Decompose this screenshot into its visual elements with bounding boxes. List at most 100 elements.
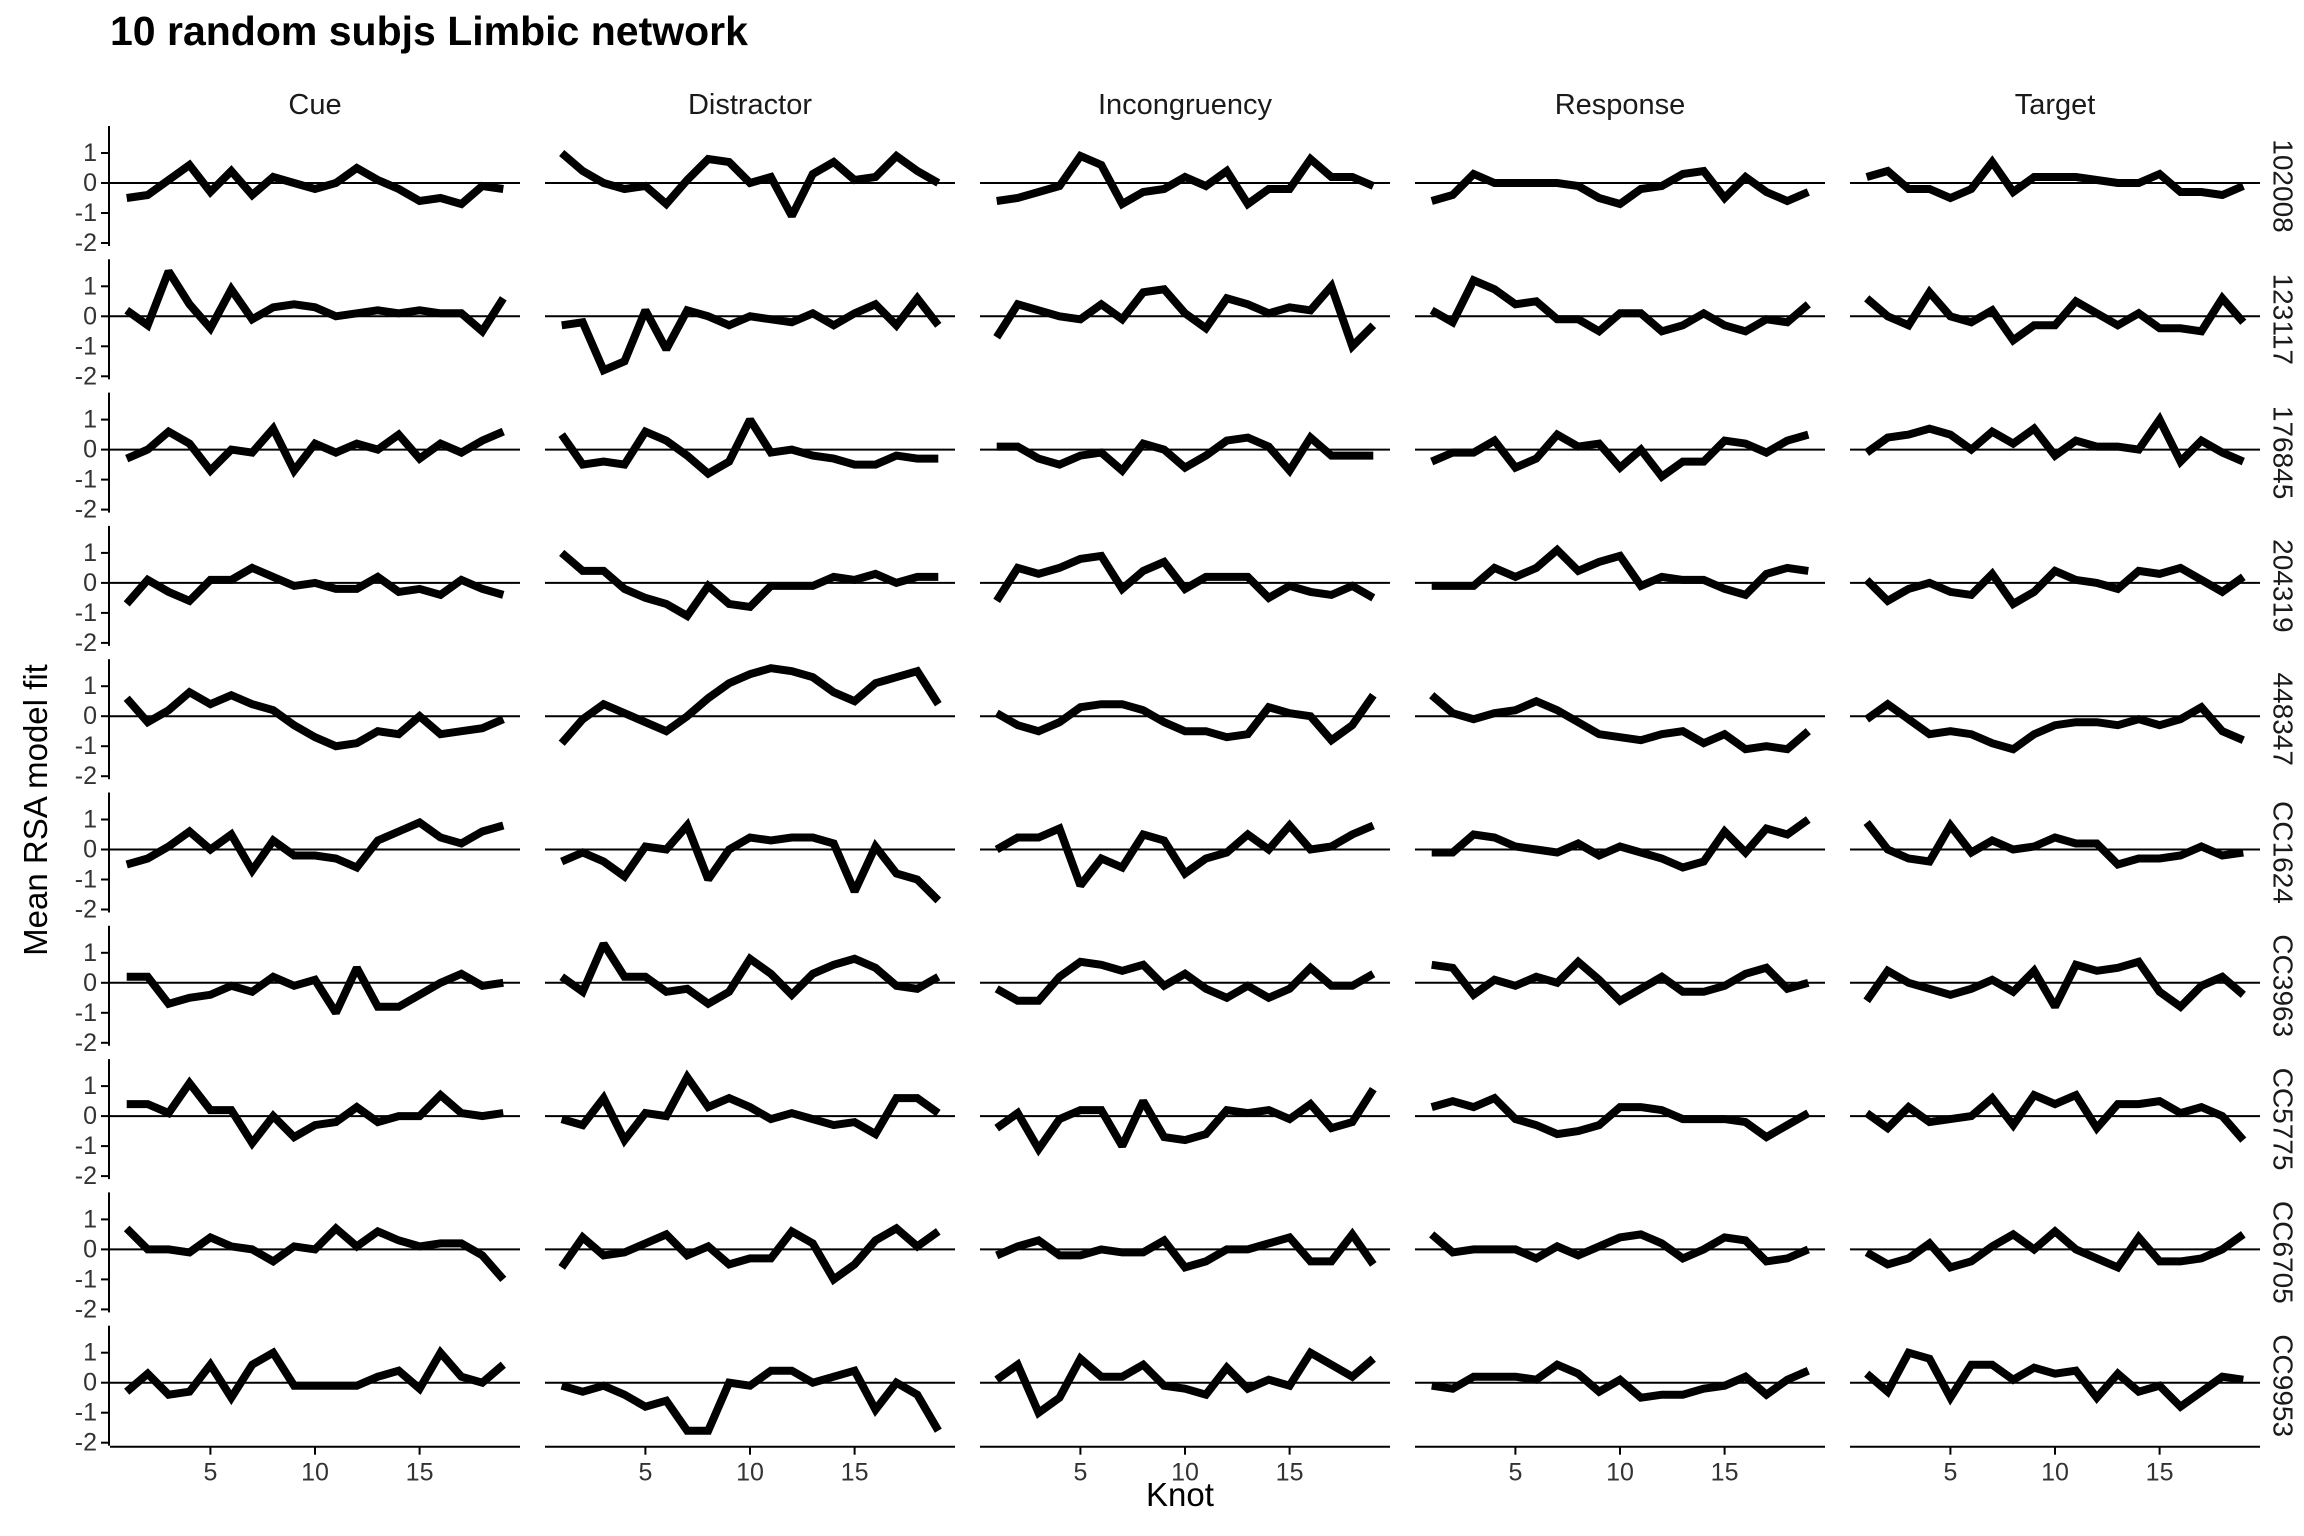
facet-row-label: CC9953 [2268, 1334, 2299, 1437]
y-tick-label: -1 [75, 199, 97, 227]
series-line [1430, 166, 1810, 209]
y-tick-label: 1 [83, 272, 97, 300]
y-tick-label: 1 [83, 406, 97, 434]
series-line [1865, 155, 2245, 203]
series-line [126, 965, 504, 1015]
series-line [125, 421, 505, 479]
x-tick-label: 5 [1073, 1459, 1087, 1487]
y-tick-label: -1 [75, 332, 97, 360]
chart-title: 10 random subjs Limbic network [110, 8, 748, 54]
y-tick-label: 0 [83, 1369, 97, 1397]
y-tick-label: -1 [75, 466, 97, 494]
y-tick-label: -1 [75, 1399, 97, 1427]
series-line [1864, 699, 2245, 754]
y-tick-label: 0 [83, 436, 97, 464]
y-tick-label: 1 [83, 1072, 97, 1100]
series-line [558, 1223, 941, 1286]
facet-column-label: Response [1555, 89, 1686, 121]
y-tick-label: -1 [75, 1265, 97, 1293]
y-tick-label: -2 [75, 1029, 97, 1057]
y-tick-label: -2 [75, 762, 97, 790]
series-line [558, 664, 942, 746]
series-line [994, 819, 1375, 888]
x-tick-label: 10 [301, 1459, 329, 1487]
series-line [995, 1227, 1377, 1272]
y-tick-label: -2 [75, 229, 97, 257]
y-tick-label: 1 [83, 672, 97, 700]
series-line [126, 1076, 504, 1151]
series-line [1864, 1347, 2244, 1412]
series-line [994, 1347, 1376, 1419]
series-line [559, 149, 941, 218]
facet-column-label: Incongruency [1098, 89, 1273, 121]
series-line [560, 1069, 941, 1148]
y-tick-label: 1 [83, 939, 97, 967]
y-tick-label: 0 [83, 569, 97, 597]
facet-row-label: CC3963 [2268, 934, 2299, 1037]
series-line [561, 291, 942, 376]
series-line [559, 549, 939, 622]
facet-column-label: Cue [288, 89, 341, 121]
series-line [994, 957, 1376, 1005]
series-line [1864, 411, 2245, 469]
y-tick-label: 1 [83, 539, 97, 567]
series-line [1429, 692, 1811, 754]
y-tick-label: 0 [83, 302, 97, 330]
y-axis-title: Mean RSA model fit [17, 664, 54, 956]
x-tick-label: 5 [638, 1459, 652, 1487]
series-line [1863, 818, 2244, 869]
facet-column-label: Target [2015, 89, 2096, 121]
y-tick-label: 0 [83, 1102, 97, 1130]
x-tick-label: 10 [736, 1459, 764, 1487]
series-line [124, 1345, 506, 1406]
series-line [124, 269, 507, 338]
x-tick-label: 15 [841, 1459, 869, 1487]
series-line [1864, 1090, 2247, 1143]
series-line [1430, 1093, 1811, 1142]
x-tick-label: 5 [1508, 1459, 1522, 1487]
facet-row-label: 123117 [2268, 274, 2299, 365]
x-tick-label: 15 [1276, 1459, 1304, 1487]
y-tick-label: -2 [75, 1295, 97, 1323]
y-tick-label: -1 [75, 1132, 97, 1160]
series-line [993, 551, 1376, 604]
series-line [994, 692, 1377, 746]
x-tick-label: 10 [1606, 1459, 1634, 1487]
y-tick-label: -1 [75, 999, 97, 1027]
y-tick-label: -1 [75, 732, 97, 760]
x-tick-label: 10 [1171, 1459, 1199, 1487]
y-tick-label: 0 [83, 836, 97, 864]
y-tick-label: 1 [83, 806, 97, 834]
facet-row-label: 176845 [2268, 406, 2299, 499]
series-line [993, 278, 1377, 354]
y-tick-label: 0 [83, 702, 97, 730]
facet-row-label: CC6705 [2268, 1201, 2299, 1304]
y-tick-label: -2 [75, 362, 97, 390]
facet-row-label: 204319 [2268, 539, 2299, 632]
series-line [558, 417, 939, 479]
x-axis-title: Knot [1146, 1476, 1214, 1513]
series-line [996, 151, 1375, 210]
facet-row-label: 102008 [2268, 139, 2299, 232]
series-line [1429, 1230, 1810, 1266]
x-tick-label: 5 [203, 1459, 217, 1487]
y-tick-label: -2 [75, 1429, 97, 1457]
x-tick-label: 5 [1943, 1459, 1957, 1487]
series-line [123, 1222, 507, 1283]
series-line [1429, 275, 1811, 337]
y-tick-label: 1 [83, 1205, 97, 1233]
y-tick-label: -2 [75, 629, 97, 657]
series-line [1431, 544, 1809, 600]
x-tick-label: 15 [2146, 1459, 2174, 1487]
series-line [1431, 956, 1810, 1006]
series-line [1864, 1226, 2246, 1273]
x-tick-label: 10 [2041, 1459, 2069, 1487]
series-line [125, 817, 505, 878]
series-line [1430, 429, 1810, 483]
series-line [126, 159, 504, 209]
series-line [1863, 957, 2246, 1013]
facet-row-label: CC5775 [2268, 1068, 2299, 1171]
series-line [1864, 285, 2247, 346]
y-tick-label: 0 [83, 169, 97, 197]
